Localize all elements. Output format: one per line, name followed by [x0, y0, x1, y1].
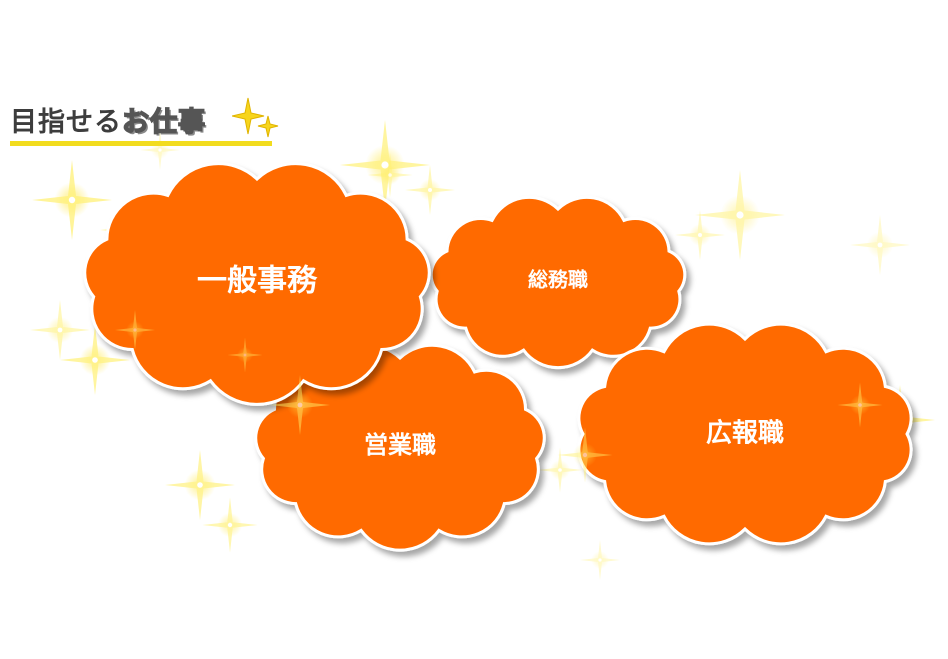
cloud-somu: 総務職: [429, 195, 687, 369]
sparkle-icon: [850, 215, 910, 275]
heading-underline: [10, 141, 272, 146]
cloud-koho: 広報職: [577, 322, 913, 546]
heading-text-outlined: お仕事: [121, 106, 206, 139]
cloud-label-koho: 広報職: [706, 418, 784, 449]
sparkle-icon: [405, 165, 455, 215]
cloud-shape: [577, 322, 913, 546]
sparkle-icon: [580, 540, 620, 580]
cloud-ippan-jimu: 一般事務: [83, 162, 431, 406]
cloud-shape: [429, 195, 687, 369]
sparkle-icon: [232, 97, 279, 138]
sparkle-icon: [695, 170, 785, 260]
cloud-label-eigyo: 営業職: [364, 431, 436, 459]
sparkle-icon: [202, 497, 258, 553]
cloud-shape: [83, 162, 431, 406]
cloud-label-somu: 総務職: [528, 268, 588, 292]
sparkle-icon: [165, 450, 235, 520]
sparkle-icon: [32, 160, 112, 240]
sparkle-icon: [30, 300, 90, 360]
heading-text-primary: 目指せる: [10, 107, 122, 138]
section-heading: 目指せる お仕事: [10, 100, 206, 139]
cloud-label-ippan-jimu: 一般事務: [197, 264, 318, 299]
